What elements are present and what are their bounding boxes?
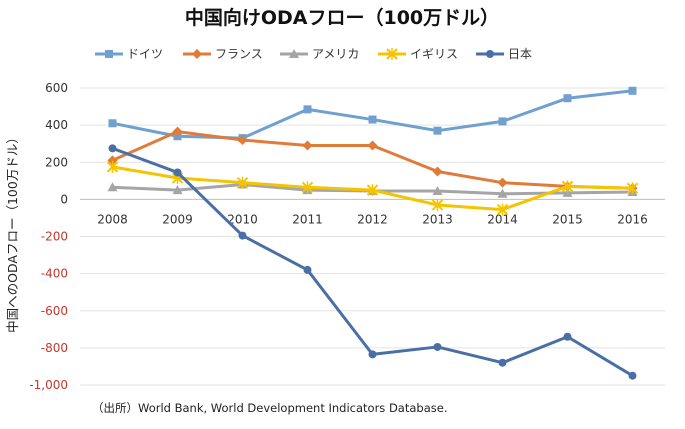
data-point	[367, 140, 378, 151]
data-point	[431, 198, 444, 211]
data-point-legend	[289, 49, 299, 58]
data-point	[497, 177, 508, 188]
chart-title: 中国向けODAフロー（100万ドル）	[185, 6, 499, 29]
legend-label: ドイツ	[127, 47, 163, 61]
series-line	[112, 89, 633, 140]
x-tick-label: 2014	[487, 212, 518, 226]
data-point-legend	[192, 49, 202, 59]
data-point	[561, 180, 574, 193]
data-point	[497, 188, 508, 198]
y-tick-label: -600	[41, 304, 68, 318]
data-point-legend	[486, 50, 494, 58]
data-point	[563, 332, 572, 341]
y-tick-label: -1,000	[29, 378, 68, 392]
data-point	[368, 115, 377, 124]
data-point	[106, 160, 119, 173]
legend-item: 日本	[476, 47, 532, 61]
legend-item: アメリカ	[280, 47, 359, 61]
x-tick-label: 2009	[162, 212, 193, 226]
y-axis-label: 中国へのODAフロー（100万ドル）	[5, 131, 20, 333]
data-point	[303, 265, 312, 274]
legend: ドイツ フランス アメリカ イギリス 日本	[95, 47, 532, 61]
source-note: （出所）World Bank, World Development Indica…	[92, 401, 447, 415]
data-point	[302, 140, 313, 151]
legend-item: フランス	[183, 47, 263, 61]
y-tick-label: 600	[45, 81, 68, 95]
data-point	[366, 184, 379, 197]
data-point	[628, 86, 637, 95]
data-point	[498, 358, 507, 367]
x-tick-label: 2010	[227, 212, 258, 226]
y-tick-label: 0	[60, 192, 68, 206]
legend-label: フランス	[215, 47, 263, 61]
data-point	[108, 119, 117, 128]
data-point	[107, 182, 118, 192]
x-axis-ticks: 2008 2009 2010 2011 2012 2013 2014 2015 2016	[97, 212, 648, 226]
data-point	[108, 144, 117, 153]
data-point	[301, 181, 314, 194]
legend-label: アメリカ	[312, 47, 359, 61]
series-3	[106, 160, 639, 216]
data-point	[107, 155, 118, 166]
x-tick-label: 2016	[617, 212, 648, 226]
x-tick-label: 2008	[97, 212, 128, 226]
y-tick-label: -800	[41, 341, 68, 355]
x-tick-label: 2013	[422, 212, 453, 226]
gridlines	[80, 87, 665, 386]
x-tick-label: 2015	[552, 212, 583, 226]
y-axis-ticks: 600 400 200 0 -200 -400 -600 -800 -1,000	[29, 81, 68, 392]
data-point	[626, 182, 639, 195]
data-point	[303, 105, 312, 114]
data-point	[173, 168, 182, 177]
data-point	[563, 94, 572, 103]
data-point	[237, 134, 248, 145]
y-tick-label: -200	[41, 230, 68, 244]
legend-item: イギリス	[378, 47, 458, 61]
data-point	[432, 186, 443, 196]
data-point	[368, 350, 377, 359]
data-point	[628, 371, 637, 380]
legend-item: ドイツ	[95, 47, 163, 61]
data-point	[498, 117, 507, 126]
data-point-legend	[105, 50, 113, 58]
data-point-legend	[386, 48, 398, 60]
data-point	[433, 126, 442, 135]
data-point	[172, 185, 183, 195]
data-point	[236, 176, 249, 189]
y-tick-label: 400	[45, 118, 68, 132]
data-point	[172, 126, 183, 137]
data-point	[432, 166, 443, 177]
y-tick-label: -400	[41, 267, 68, 281]
series-4	[108, 144, 637, 380]
data-point	[433, 342, 442, 351]
x-tick-label: 2011	[292, 212, 323, 226]
legend-label: イギリス	[410, 47, 458, 61]
data-point	[238, 231, 247, 240]
data-point	[496, 203, 509, 216]
legend-label: 日本	[508, 47, 532, 61]
x-tick-label: 2012	[357, 212, 388, 226]
y-tick-label: 200	[45, 155, 68, 169]
series-line	[111, 146, 634, 378]
series-group	[106, 86, 639, 380]
